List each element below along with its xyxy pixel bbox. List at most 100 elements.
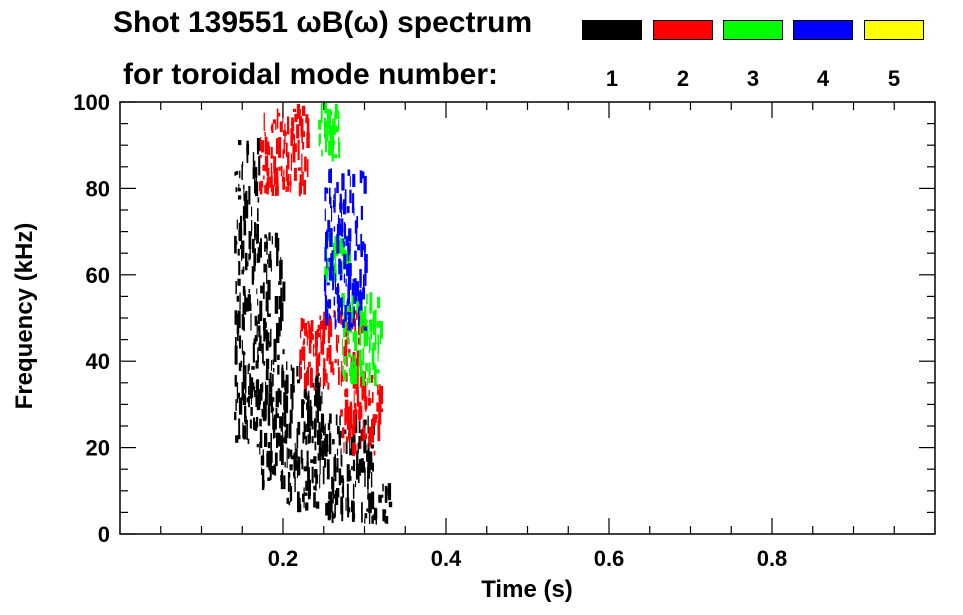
spectrum-point-mode-1 (238, 140, 242, 146)
spectrum-point-mode-1 (273, 416, 275, 422)
spectrum-point-mode-3 (366, 294, 368, 305)
spectrum-point-mode-4 (338, 298, 342, 308)
spectrum-point-mode-2 (282, 176, 286, 190)
spectrum-point-mode-1 (355, 480, 357, 488)
spectrum-point-mode-2 (354, 319, 356, 336)
spectrum-point-mode-4 (332, 199, 335, 209)
spectrum-point-mode-1 (313, 456, 317, 464)
spectrum-point-mode-1 (266, 333, 270, 339)
spectrum-point-mode-1 (309, 406, 313, 427)
spectrum-point-mode-4 (324, 208, 326, 222)
spectrum-point-mode-4 (360, 205, 363, 220)
spectrum-point-mode-1 (238, 397, 243, 415)
spectrum-point-mode-2 (270, 163, 273, 173)
spectrum-point-mode-1 (264, 241, 266, 252)
spectrum-point-mode-1 (328, 491, 332, 500)
spectrum-point-mode-2 (285, 169, 288, 182)
spectrum-point-mode-1 (269, 450, 273, 463)
spectrum-point-mode-2 (263, 112, 265, 132)
spectrum-point-mode-2 (262, 164, 265, 171)
spectrum-point-mode-3 (377, 296, 381, 309)
spectrum-point-mode-1 (252, 417, 256, 430)
spectrum-point-mode-4 (360, 298, 363, 311)
spectrum-point-mode-2 (373, 450, 376, 456)
spectrum-point-mode-2 (320, 320, 323, 330)
spectrum-point-mode-1 (277, 354, 280, 360)
spectrum-point-mode-3 (341, 293, 345, 307)
spectrum-point-mode-2 (287, 174, 290, 192)
spectrum-point-mode-2 (321, 341, 324, 355)
spectrum-point-mode-4 (359, 170, 363, 184)
spectrum-point-mode-1 (307, 479, 311, 500)
spectrum-point-mode-1 (237, 278, 241, 286)
spectrum-point-mode-2 (359, 409, 363, 419)
spectrum-point-mode-3 (332, 132, 334, 150)
spectrum-point-mode-3 (373, 310, 377, 317)
spectrum-point-mode-1 (251, 266, 254, 285)
spectrum-point-mode-2 (333, 310, 336, 318)
spectrum-point-mode-1 (270, 259, 272, 272)
spectrum-point-mode-1 (276, 413, 279, 419)
spectrum-point-mode-2 (328, 318, 331, 336)
spectrum-point-mode-2 (348, 421, 352, 440)
spectrum-point-mode-2 (316, 354, 321, 367)
spectrum-point-mode-1 (238, 261, 241, 276)
spectrum-point-mode-2 (302, 171, 304, 187)
spectrum-point-mode-4 (347, 283, 350, 304)
spectrum-point-mode-3 (326, 108, 329, 127)
spectrum-point-mode-1 (367, 463, 370, 478)
spectrum-point-mode-1 (325, 444, 329, 453)
spectrum-point-mode-1 (281, 469, 283, 473)
spectrum-point-mode-1 (333, 513, 335, 519)
spectrum-point-mode-2 (259, 154, 262, 158)
spectrum-point-mode-1 (244, 365, 247, 385)
spectrum-point-mode-2 (346, 436, 349, 443)
spectrum-point-mode-1 (259, 442, 261, 455)
spectrum-point-mode-3 (377, 340, 380, 354)
spectrum-point-mode-1 (270, 398, 273, 413)
spectrum-point-mode-1 (287, 472, 290, 492)
spectrum-point-mode-2 (286, 178, 289, 186)
spectrum-point-mode-3 (321, 149, 323, 157)
spectrum-point-mode-1 (356, 450, 359, 471)
spectrum-point-mode-4 (337, 303, 340, 324)
spectrum-point-mode-2 (300, 116, 303, 130)
spectrum-point-mode-1 (338, 430, 342, 438)
spectrum-point-mode-1 (243, 425, 247, 440)
spectrum-point-mode-2 (325, 368, 327, 381)
spectrum-point-mode-3 (367, 377, 369, 386)
spectrum-point-mode-3 (346, 251, 348, 264)
spectrum-point-mode-1 (334, 466, 337, 482)
y-tick-label: 40 (86, 349, 110, 374)
spectrum-point-mode-2 (300, 324, 303, 329)
spectrum-point-mode-1 (243, 184, 245, 190)
spectrum-point-mode-2 (363, 381, 367, 402)
spectrum-point-mode-1 (307, 467, 310, 486)
spectrum-point-mode-1 (273, 338, 277, 348)
spectrum-point-mode-2 (266, 141, 270, 152)
spectrum-point-mode-1 (319, 474, 321, 489)
spectrum-point-mode-1 (316, 388, 319, 408)
spectrum-point-mode-1 (352, 459, 356, 472)
axis-ticks (120, 101, 935, 535)
spectrum-point-mode-2 (298, 182, 301, 197)
spectrum-point-mode-1 (314, 395, 318, 407)
spectrum-point-mode-4 (360, 241, 365, 249)
spectrum-point-mode-4 (348, 312, 352, 331)
spectrum-point-mode-4 (342, 199, 347, 215)
spectrum-point-mode-1 (369, 498, 372, 513)
spectrum-point-mode-2 (372, 414, 376, 426)
spectrum-point-mode-2 (313, 386, 316, 391)
spectrum-point-mode-1 (367, 415, 369, 434)
spectrum-point-mode-1 (268, 341, 271, 348)
spectrum-point-mode-3 (318, 135, 321, 147)
spectrum-point-mode-2 (360, 372, 364, 388)
spectrum-point-mode-3 (365, 319, 368, 324)
spectrum-point-mode-1 (288, 472, 291, 478)
spectrum-point-mode-2 (283, 130, 286, 136)
spectrum-point-mode-4 (363, 175, 367, 194)
spectrum-point-mode-1 (350, 436, 354, 453)
spectrum-point-mode-1 (305, 391, 308, 400)
spectrum-point-mode-2 (326, 347, 330, 358)
spectrum-point-mode-1 (318, 447, 322, 456)
